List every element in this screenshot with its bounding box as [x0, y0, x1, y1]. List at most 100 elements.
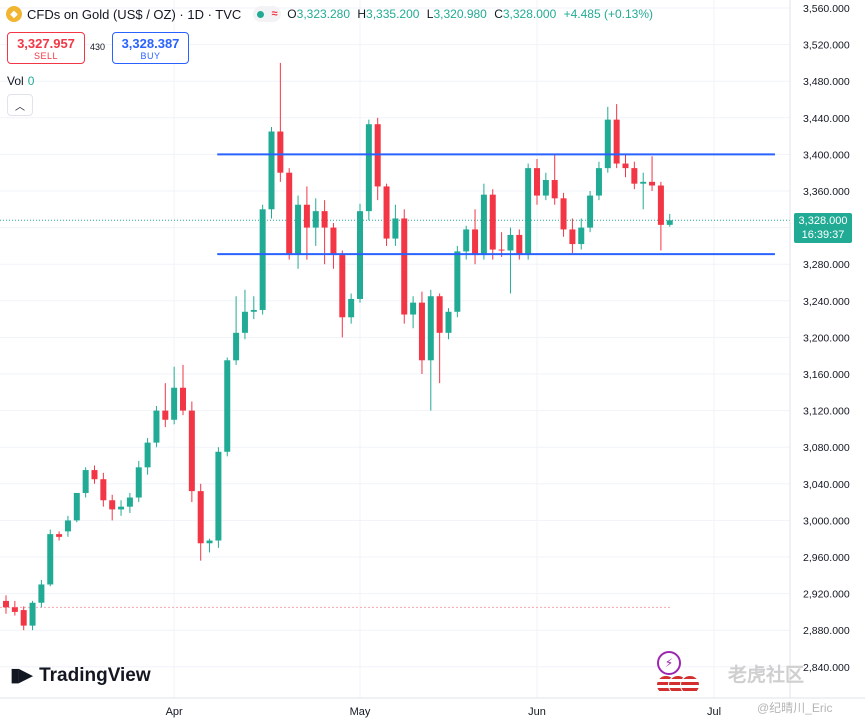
- candle: [109, 494, 116, 521]
- market-status-indicator[interactable]: ≈: [253, 6, 282, 22]
- candle: [180, 364, 186, 416]
- time-axis[interactable]: Apr May Jun Jul: [0, 697, 865, 718]
- y-tick-label: 3,560.000: [803, 3, 850, 15]
- candle: [64, 515, 71, 537]
- tv-mark-icon: ▮▶: [10, 665, 33, 686]
- y-tick-label: 3,400.000: [803, 149, 850, 161]
- price-axis[interactable]: 2,840.000 2,880.000 2,920.000 2,960.000 3,00…: [789, 0, 850, 698]
- candle-body: [640, 181, 647, 184]
- symbol-title[interactable]: CFDs on Gold (US$ / OZ) · 1D · TVC: [27, 6, 242, 22]
- candle: [153, 406, 160, 448]
- watermark-text: 老虎社区: [728, 665, 805, 686]
- candle-body: [622, 163, 629, 169]
- candle: [82, 467, 89, 498]
- candle: [578, 218, 585, 250]
- sell-label: SELL: [33, 50, 59, 61]
- candle: [657, 181, 664, 251]
- candle-body: [135, 467, 142, 498]
- candle-body: [144, 442, 151, 468]
- gold-symbol-icon: ◆: [6, 6, 22, 22]
- low-value: 3,320.980: [433, 7, 487, 21]
- candle: [348, 293, 355, 324]
- candle: [427, 289, 434, 411]
- drawn-horizontal-lines[interactable]: [217, 153, 775, 256]
- chart-grid: [0, 0, 790, 698]
- y-tick-label: 3,240.000: [803, 296, 850, 308]
- chevron-up-icon: ︿: [15, 101, 25, 113]
- candle-body: [118, 506, 125, 510]
- last-price-tag: 3,328.000 16:39:37: [794, 213, 852, 243]
- lightning-event-icon[interactable]: ⚡: [657, 651, 681, 675]
- candle: [436, 293, 443, 384]
- candle-body: [348, 298, 355, 318]
- candle-body: [578, 227, 585, 245]
- candle-body: [613, 119, 620, 164]
- candle: [144, 438, 151, 475]
- candle-body: [91, 470, 98, 480]
- candle: [29, 600, 36, 631]
- candle: [410, 296, 417, 329]
- candle: [649, 156, 656, 191]
- candle: [587, 191, 594, 233]
- close-label: C: [494, 7, 503, 21]
- x-tick-label: May: [350, 706, 371, 718]
- buy-button[interactable]: 3,328.387 BUY: [112, 32, 189, 64]
- economic-events-flags[interactable]: [656, 675, 700, 695]
- candle-body: [507, 234, 514, 251]
- y-tick-label: 3,080.000: [803, 442, 850, 454]
- ohlc-readout: O3,323.280 H3,335.200 L3,320.980 C3,328.…: [287, 7, 653, 21]
- candle-body: [20, 610, 27, 626]
- candle-body: [649, 181, 656, 186]
- y-tick-label: 2,960.000: [803, 552, 850, 564]
- candle: [250, 296, 257, 320]
- candle: [224, 357, 231, 457]
- candle-body: [463, 229, 470, 252]
- candle-body: [241, 311, 248, 333]
- candle-body: [587, 195, 594, 228]
- volume-label: Vol: [7, 74, 24, 88]
- market-open-dot-icon: [257, 10, 265, 18]
- candle: [135, 460, 142, 503]
- brand-name: TradingView: [39, 664, 151, 686]
- candle: [542, 172, 549, 201]
- candle: [454, 245, 461, 318]
- candle-body: [418, 302, 425, 361]
- candle-body: [604, 119, 611, 169]
- candle-body: [188, 410, 195, 492]
- candle-body: [454, 251, 461, 312]
- candle: [259, 204, 266, 315]
- candle: [303, 186, 310, 260]
- candle: [118, 500, 125, 516]
- candle: [171, 366, 178, 425]
- candle-body: [489, 194, 496, 250]
- candle-body: [445, 311, 452, 333]
- y-tick-label: 3,200.000: [803, 332, 850, 344]
- collapse-legend-button[interactable]: ︿: [7, 94, 33, 116]
- candle-body: [56, 534, 63, 537]
- candle-body: [321, 211, 328, 228]
- candle: [3, 595, 9, 614]
- candle-body: [250, 309, 257, 312]
- candle: [38, 579, 45, 608]
- candle: [631, 161, 638, 190]
- candle: [472, 209, 479, 265]
- candle-body: [472, 229, 479, 256]
- candle: [392, 204, 399, 246]
- candle-body: [180, 387, 186, 411]
- candle-body: [47, 534, 54, 585]
- x-tick-label: Jun: [528, 706, 546, 718]
- candle-body: [224, 360, 231, 452]
- candle: [11, 600, 18, 616]
- tradingview-logo[interactable]: ▮▶ TradingView: [10, 664, 151, 687]
- buy-price: 3,328.387: [121, 35, 180, 51]
- delay-wave-icon: ≈: [271, 8, 278, 20]
- candle-body: [560, 198, 567, 230]
- candle-body: [197, 491, 204, 544]
- sell-button[interactable]: 3,327.957 SELL: [7, 32, 85, 64]
- reference-lines: [0, 219, 790, 608]
- y-tick-label: 3,000.000: [803, 515, 850, 527]
- candle-body: [427, 296, 434, 361]
- y-tick-label: 2,840.000: [803, 662, 850, 674]
- candle-body: [126, 497, 133, 507]
